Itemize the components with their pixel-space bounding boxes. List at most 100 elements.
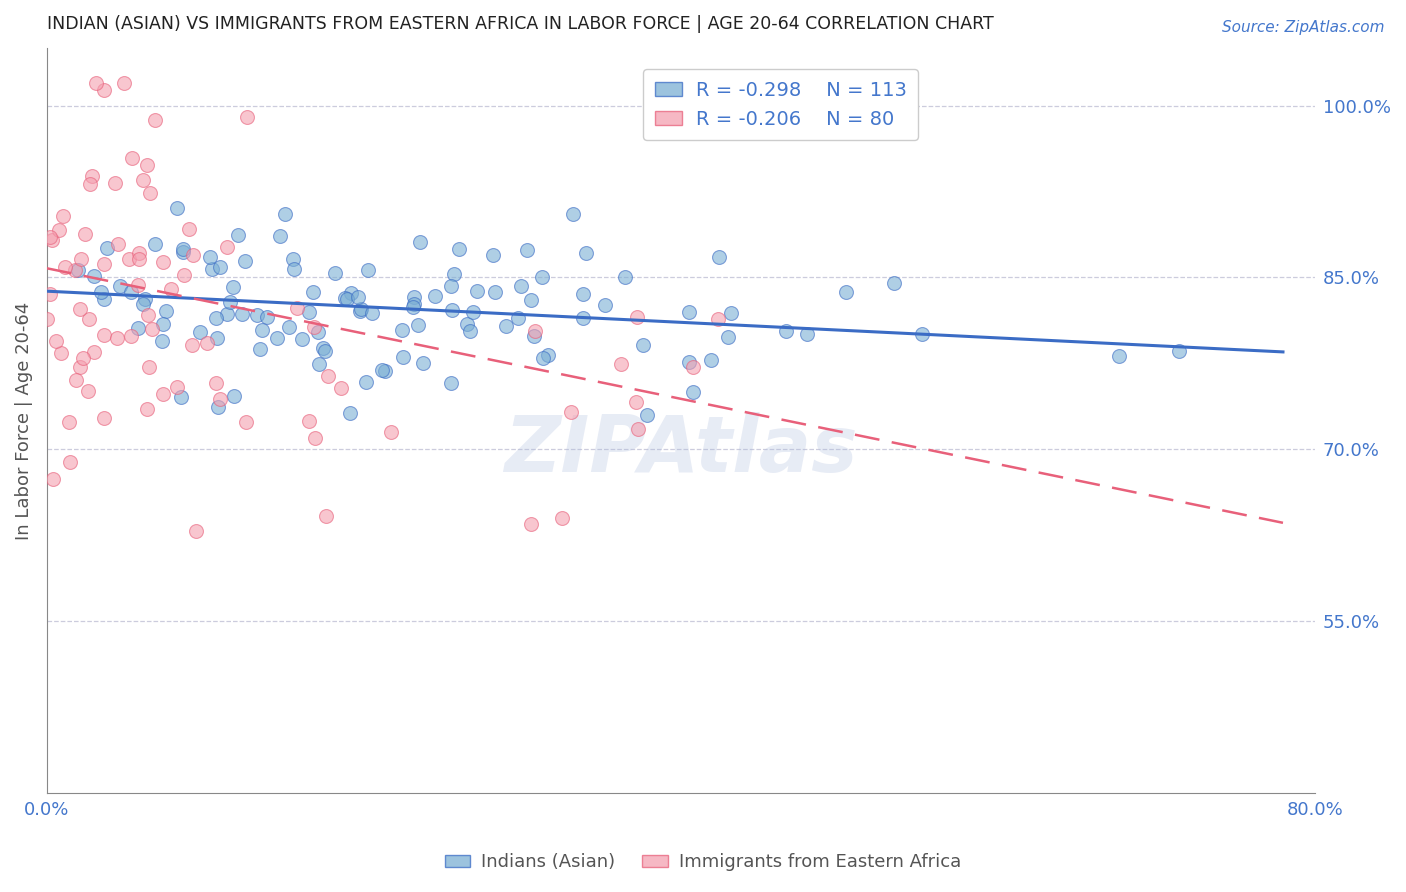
Point [441,302,464,317]
Point [120,328,142,343]
Point [406,318,429,332]
Point [391,323,413,337]
Point [560,405,582,419]
Point [155,304,177,318]
Point [291,332,314,346]
Point [152,255,174,269]
Point [716,330,738,344]
Point [796,327,818,342]
Point [65,262,87,277]
Point [108,279,131,293]
Point [66,263,89,277]
Point [48,222,70,236]
Point [173,268,195,282]
Point [911,327,934,342]
Point [236,110,259,124]
Point [93,328,115,343]
Point [302,320,325,334]
Point [285,301,308,316]
Point [69,302,91,317]
Point [69,252,91,266]
Point [128,246,150,260]
Point [195,336,218,351]
Point [215,240,238,254]
Point [510,279,533,293]
Point [495,318,517,333]
Point [637,408,659,422]
Point [52,209,75,223]
Point [73,227,96,241]
Point [523,328,546,343]
Text: INDIAN (ASIAN) VS IMMIGRANTS FROM EASTERN AFRICA IN LABOR FORCE | AGE 20-64 CORR: INDIAN (ASIAN) VS IMMIGRANTS FROM EASTER… [46,15,994,33]
Point [440,376,463,391]
Point [65,374,87,388]
Point [633,338,655,352]
Point [339,285,361,300]
Point [465,284,488,298]
Point [72,351,94,366]
Point [707,312,730,326]
Point [423,289,446,303]
Point [215,307,238,321]
Point [283,261,305,276]
Point [314,344,336,359]
Point [524,324,547,338]
Point [172,242,194,256]
Point [37,312,59,326]
Point [38,229,60,244]
Point [200,250,222,264]
Point [484,285,506,299]
Point [127,277,149,292]
Point [93,83,115,97]
Point [531,351,554,365]
Point [575,246,598,260]
Point [775,324,797,338]
Point [315,509,337,524]
Point [49,345,72,359]
Point [172,244,194,259]
Point [204,376,226,390]
Point [132,173,155,187]
Point [1108,350,1130,364]
Point [90,285,112,299]
Point [69,359,91,374]
Point [350,301,373,316]
Point [274,207,297,221]
Point [626,421,648,435]
Point [41,233,63,247]
Point [184,524,207,538]
Point [530,269,553,284]
Point [152,387,174,401]
Point [614,270,637,285]
Point [233,254,256,268]
Point [682,359,704,374]
Point [307,325,329,339]
Point [562,207,585,221]
Point [219,295,242,310]
Point [519,516,541,531]
Point [516,243,538,257]
Point [150,334,173,349]
Point [370,363,392,377]
Point [170,390,193,404]
Point [402,300,425,314]
Point [302,285,325,300]
Point [83,345,105,359]
Point [181,338,204,352]
Point [139,186,162,201]
Point [720,306,742,320]
Point [132,297,155,311]
Point [93,293,115,307]
Point [143,112,166,127]
Point [120,285,142,299]
Point [412,356,434,370]
Point [357,263,380,277]
Point [298,414,321,428]
Point [107,236,129,251]
Point [458,325,481,339]
Point [336,292,359,306]
Point [136,309,159,323]
Point [166,380,188,394]
Point [235,415,257,429]
Point [626,395,648,409]
